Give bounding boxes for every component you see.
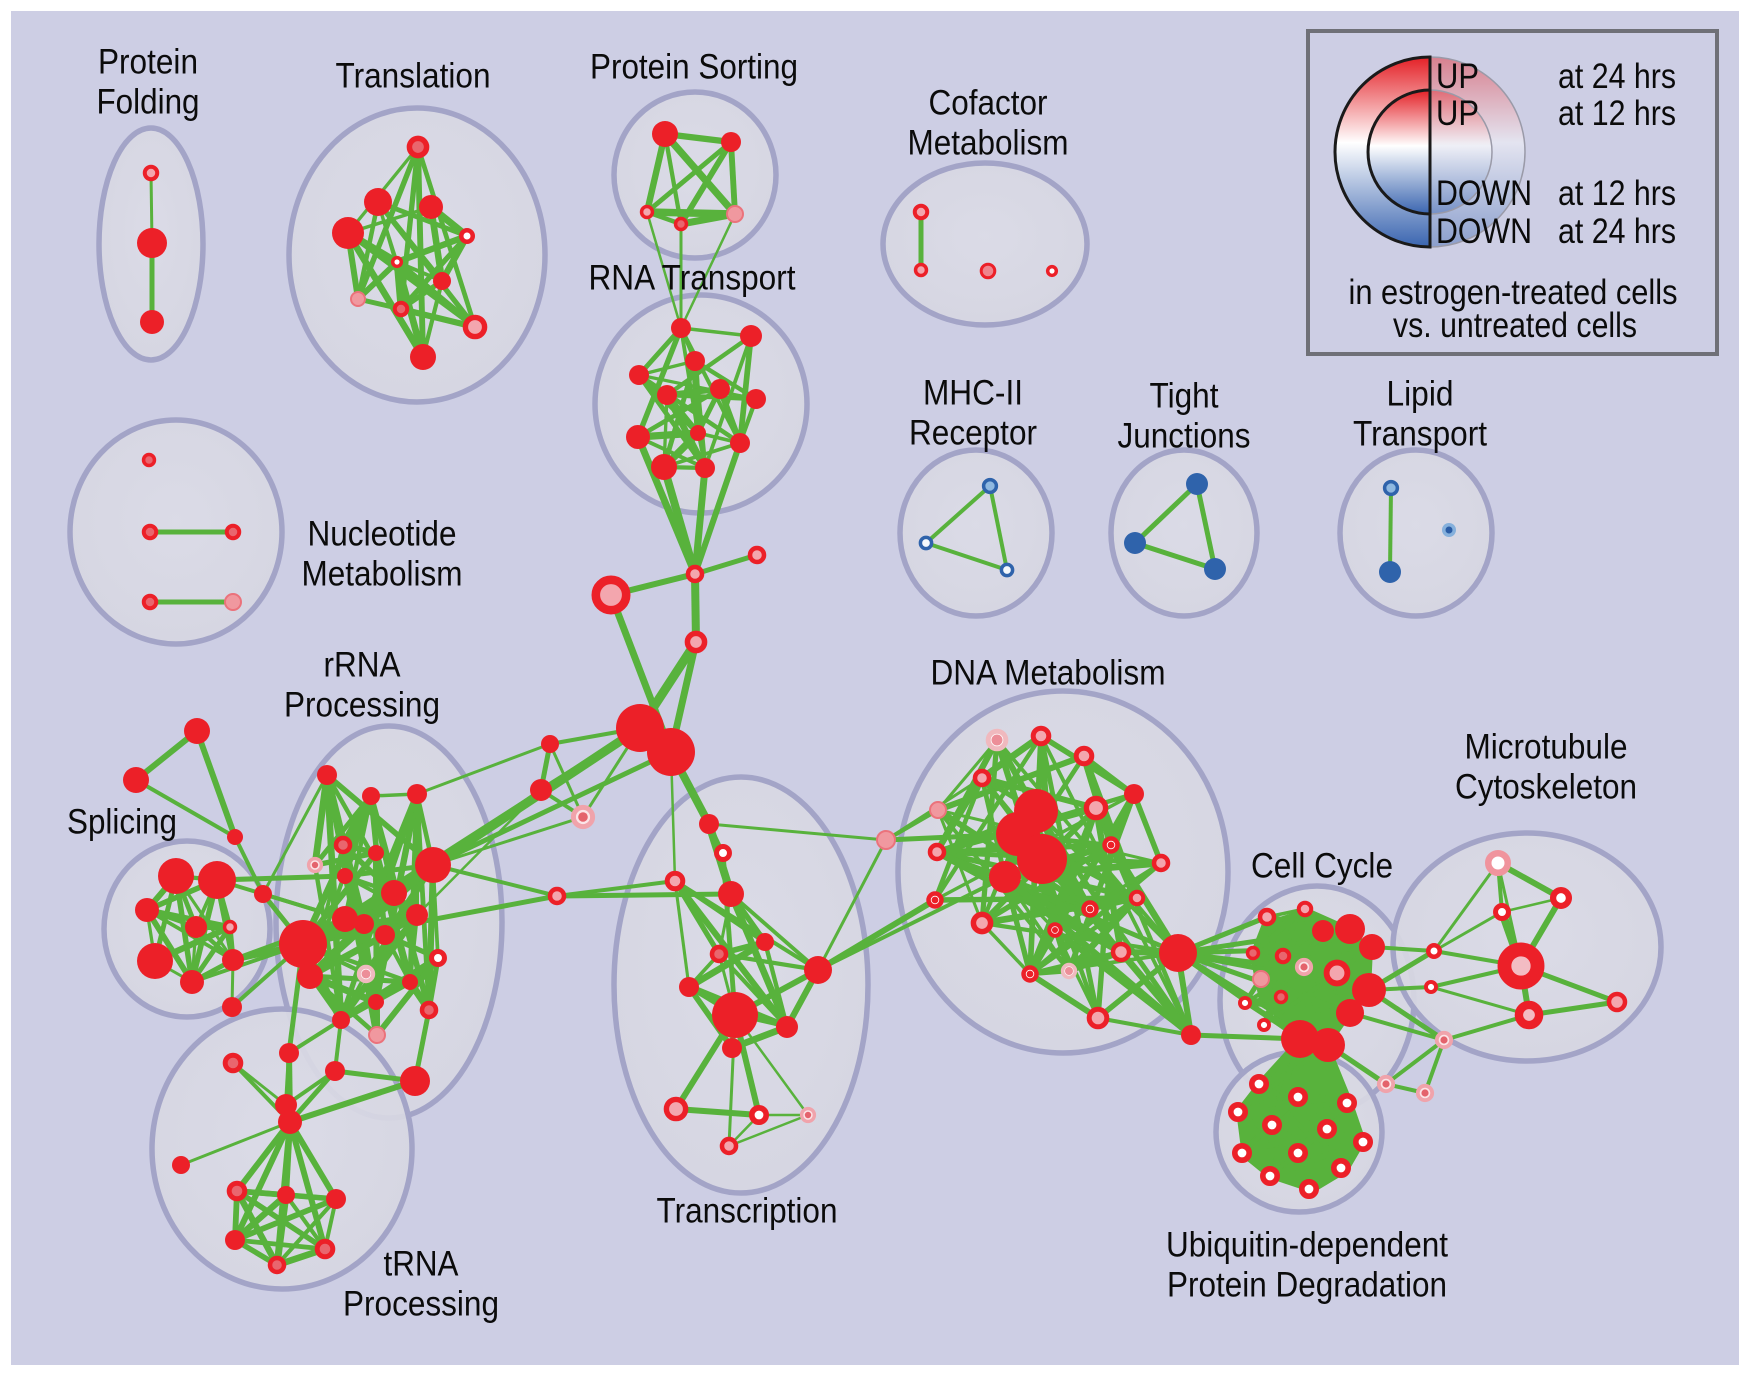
- svg-text:Protein Degradation: Protein Degradation: [1167, 1266, 1447, 1305]
- svg-text:Processing: Processing: [343, 1285, 499, 1324]
- svg-text:Metabolism: Metabolism: [908, 124, 1069, 163]
- svg-text:Nucleotide: Nucleotide: [308, 515, 457, 554]
- svg-text:Cytoskeleton: Cytoskeleton: [1455, 768, 1637, 807]
- svg-text:Junctions: Junctions: [1118, 417, 1251, 456]
- svg-text:Tight: Tight: [1150, 377, 1219, 416]
- svg-text:vs. untreated cells: vs. untreated cells: [1393, 306, 1637, 345]
- svg-text:Transport: Transport: [1353, 415, 1487, 454]
- svg-text:Protein: Protein: [98, 43, 198, 82]
- svg-text:Ubiquitin-dependent: Ubiquitin-dependent: [1166, 1226, 1448, 1265]
- svg-text:Transcription: Transcription: [657, 1192, 838, 1231]
- svg-text:Metabolism: Metabolism: [302, 555, 463, 594]
- svg-text:MHC-II: MHC-II: [923, 374, 1023, 413]
- svg-text:DOWN: DOWN: [1436, 212, 1532, 251]
- svg-text:Receptor: Receptor: [909, 414, 1037, 453]
- svg-text:Translation: Translation: [336, 57, 491, 96]
- svg-text:DNA Metabolism: DNA Metabolism: [931, 654, 1166, 693]
- svg-text:DOWN: DOWN: [1436, 174, 1532, 213]
- svg-text:UP: UP: [1436, 94, 1479, 133]
- svg-text:Splicing: Splicing: [67, 803, 177, 842]
- svg-text:Protein Sorting: Protein Sorting: [590, 48, 798, 87]
- svg-text:at 24 hrs: at 24 hrs: [1558, 57, 1676, 96]
- svg-text:rRNA: rRNA: [324, 646, 402, 685]
- svg-text:RNA Transport: RNA Transport: [589, 259, 796, 298]
- svg-text:in estrogen-treated cells: in estrogen-treated cells: [1349, 273, 1678, 312]
- svg-text:Folding: Folding: [97, 83, 200, 122]
- svg-text:at 24 hrs: at 24 hrs: [1558, 212, 1676, 251]
- svg-text:Processing: Processing: [284, 686, 440, 725]
- svg-text:tRNA: tRNA: [384, 1245, 460, 1284]
- svg-text:UP: UP: [1436, 57, 1479, 96]
- svg-text:at 12 hrs: at 12 hrs: [1558, 94, 1676, 133]
- svg-text:Lipid: Lipid: [1387, 375, 1454, 414]
- svg-text:Cofactor: Cofactor: [929, 84, 1048, 123]
- svg-text:Cell Cycle: Cell Cycle: [1251, 847, 1393, 886]
- svg-text:Microtubule: Microtubule: [1465, 728, 1628, 767]
- svg-text:at 12 hrs: at 12 hrs: [1558, 174, 1676, 213]
